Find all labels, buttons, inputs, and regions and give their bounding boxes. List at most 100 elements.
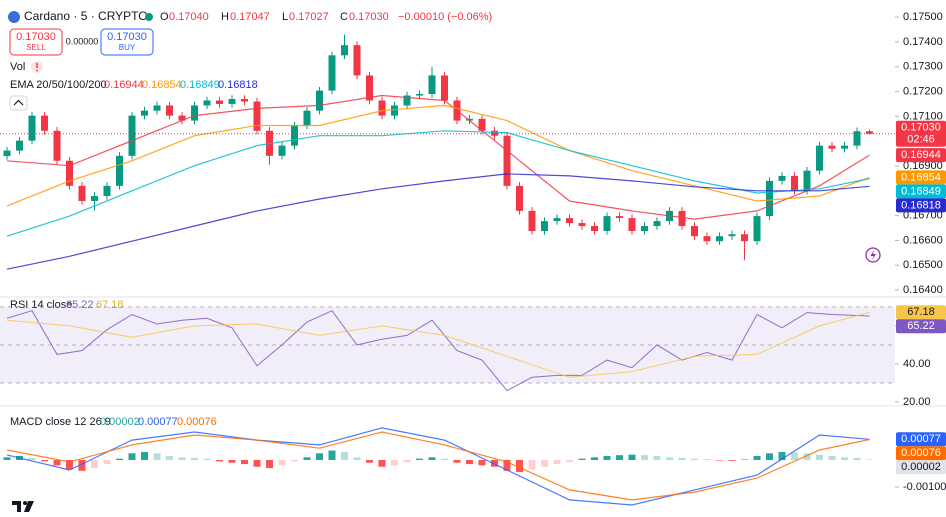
histogram-bar bbox=[766, 453, 773, 461]
histogram-bar bbox=[541, 460, 548, 467]
histogram-bar bbox=[316, 453, 323, 461]
histogram-bar bbox=[291, 460, 298, 462]
candle-body bbox=[128, 115, 136, 156]
histogram-bar bbox=[853, 457, 861, 461]
candle-body bbox=[503, 135, 511, 186]
histogram-bar bbox=[391, 460, 398, 466]
candle-body bbox=[16, 140, 23, 151]
price-label: 0.17030 bbox=[901, 122, 941, 134]
sell-label: SELL bbox=[26, 43, 46, 52]
histogram-bar bbox=[678, 457, 686, 461]
histogram-bar bbox=[503, 460, 511, 471]
candle-body bbox=[91, 196, 98, 201]
candle-body bbox=[291, 125, 298, 146]
histogram-bar bbox=[403, 460, 411, 463]
price-label: 0.00002 bbox=[901, 461, 941, 473]
y-tick-label: 0.17500 bbox=[903, 11, 943, 23]
histogram-bar bbox=[53, 460, 61, 466]
price-label-box bbox=[896, 148, 946, 163]
y-tick-label: 0.16500 bbox=[903, 259, 943, 271]
y-tick-label: 0.16600 bbox=[903, 234, 943, 246]
symbol-logo bbox=[8, 11, 20, 23]
candle-body bbox=[816, 145, 823, 171]
histogram-bar bbox=[666, 457, 673, 461]
candle-body bbox=[278, 145, 286, 156]
header: Cardano · 5 · CRYPTO O 0.17040 H 0.17047… bbox=[8, 9, 492, 428]
candle-body bbox=[603, 216, 611, 231]
candle-body bbox=[253, 101, 261, 131]
price-label: 02:46 bbox=[907, 134, 935, 146]
candle-body bbox=[616, 216, 623, 219]
histogram-bar bbox=[191, 457, 198, 461]
ohlc-value: 0.17030 bbox=[349, 11, 389, 23]
histogram-bar bbox=[278, 460, 286, 466]
candle-body bbox=[103, 185, 111, 197]
histogram-bar bbox=[366, 460, 373, 463]
price-label-box bbox=[896, 120, 946, 147]
price-label-box bbox=[896, 184, 946, 199]
histogram-bar bbox=[116, 458, 123, 461]
histogram-bar bbox=[628, 454, 636, 461]
candle-body bbox=[316, 90, 323, 111]
candle-body bbox=[541, 221, 548, 231]
candle-body bbox=[728, 234, 736, 237]
histogram-bar bbox=[728, 460, 736, 461]
candle-body bbox=[466, 118, 473, 121]
histogram-bar bbox=[603, 455, 611, 461]
macd-legend: MACD close 12 26 9 bbox=[10, 416, 111, 428]
series-line bbox=[6, 173, 870, 270]
histogram-bar bbox=[516, 460, 523, 473]
y-tick-label: 0.17300 bbox=[903, 61, 943, 73]
logo-part bbox=[24, 501, 34, 512]
ema-value: 0.16849 bbox=[180, 79, 220, 91]
price-label: 0.16944 bbox=[901, 149, 941, 161]
candle-body bbox=[78, 185, 86, 201]
histogram-bar bbox=[303, 457, 311, 461]
warning-icon-dot bbox=[36, 69, 38, 72]
candle-body bbox=[366, 75, 373, 101]
candle-body bbox=[303, 110, 311, 126]
histogram-bar bbox=[528, 460, 536, 470]
signal-value: 0.00076 bbox=[177, 416, 217, 428]
candle-body bbox=[153, 105, 161, 111]
histogram-bar bbox=[478, 460, 486, 466]
candle-body bbox=[766, 180, 773, 217]
macd-hist-value: 0.00002 bbox=[100, 416, 140, 428]
histogram-bar bbox=[241, 460, 248, 465]
histogram-bar bbox=[28, 457, 36, 461]
collapse-button[interactable] bbox=[9, 95, 28, 111]
buy-button[interactable] bbox=[100, 28, 154, 56]
price-label: 0.00077 bbox=[901, 433, 941, 445]
price-label-box bbox=[896, 432, 946, 447]
candle-body bbox=[653, 221, 661, 227]
candle-body bbox=[391, 105, 398, 116]
histogram-bar bbox=[103, 460, 111, 465]
ohlc-value: 0.17047 bbox=[230, 11, 270, 23]
candle-body bbox=[803, 170, 811, 191]
y-tick-label: 0.16900 bbox=[903, 160, 943, 172]
price-label: 0.16854 bbox=[901, 171, 941, 183]
candle-body bbox=[441, 75, 448, 101]
candle-body bbox=[416, 94, 423, 96]
candle-body bbox=[791, 175, 798, 191]
candle-body bbox=[828, 145, 836, 149]
rsi-legend: RSI 14 close bbox=[10, 299, 72, 311]
candle-body bbox=[141, 110, 148, 116]
ohlc-key: C bbox=[340, 11, 348, 23]
ohlc-key: O bbox=[160, 11, 169, 23]
candle-body bbox=[778, 175, 786, 181]
y-tick-label: -0.00100 bbox=[903, 481, 946, 493]
buy-price: 0.17030 bbox=[107, 31, 147, 43]
candle-body bbox=[116, 155, 123, 186]
histogram-bar bbox=[353, 457, 361, 461]
candle-body bbox=[578, 223, 586, 227]
macd-value: 0.00077 bbox=[138, 416, 178, 428]
histogram-bar bbox=[441, 458, 448, 461]
histogram-bar bbox=[703, 459, 711, 461]
histogram-bar bbox=[253, 460, 261, 467]
ohlc-value: 0.17040 bbox=[169, 11, 209, 23]
alert-icon[interactable] bbox=[865, 247, 881, 263]
sell-button[interactable] bbox=[9, 28, 63, 56]
ema-value: 0.16944 bbox=[104, 79, 144, 91]
candle-body bbox=[703, 236, 711, 242]
